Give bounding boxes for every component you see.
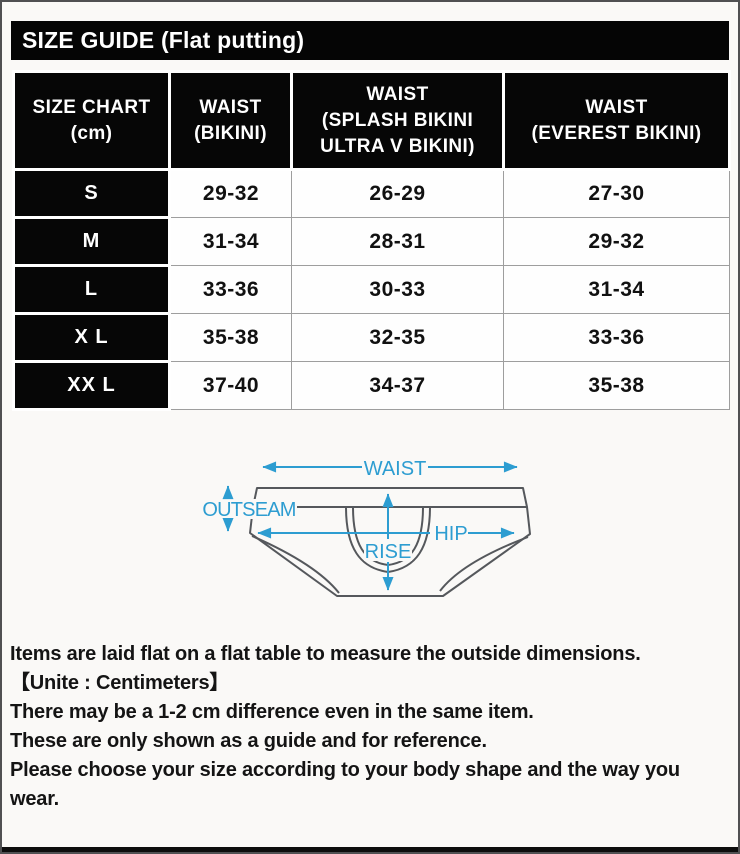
waist-label: WAIST [364,458,427,480]
value-cell: 32-35 [291,313,504,362]
size-cell: M [12,216,171,267]
rise-label: RISE [365,541,412,563]
measurement-diagram: WAIST OUTSEAM HIP RISE [201,458,531,597]
size-cell: XX L [12,360,171,411]
header-line: WAIST [199,96,262,118]
value-cell: 31-34 [169,217,292,266]
col-header-waist-everest: WAIST (EVEREST BIKINI) [502,70,731,171]
page-title: SIZE GUIDE (Flat putting) [11,21,729,60]
value-cell: 35-38 [169,313,292,362]
table-row: S 29-32 26-29 27-30 [12,168,730,219]
header-line: ULTRA V BIKINI) [320,135,475,157]
header-line: WAIST [366,83,429,105]
outseam-label: OUTSEAM [202,499,295,521]
table-header-row: SIZE CHART (cm) WAIST (BIKINI) WAIST (SP… [12,70,731,171]
value-cell: 29-32 [169,169,292,218]
table-row: L 33-36 30-33 31-34 [12,264,730,315]
page-title-label: SIZE GUIDE (Flat putting) [22,27,305,53]
value-cell: 37-40 [169,361,292,410]
value-cell: 33-36 [169,265,292,314]
hip-label-bg [433,523,469,542]
header-line: WAIST [585,96,648,118]
size-cell: S [12,168,171,219]
table-row: M 31-34 28-31 29-32 [12,216,730,267]
note-line: Items are laid flat on a flat table to m… [10,643,641,665]
col-header-waist-splash-ultra-v: WAIST (SPLASH BIKINI ULTRA V BIKINI) [290,70,505,171]
size-chart-table: SIZE CHART (cm) WAIST (BIKINI) WAIST (SP… [12,70,731,411]
col-header-waist-bikini: WAIST (BIKINI) [168,70,293,171]
note-line: 【Unite : Centimeters】 [10,672,230,694]
notes: Items are laid flat on a flat table to m… [10,640,732,814]
value-cell: 27-30 [503,169,730,218]
header-line: (cm) [70,122,113,144]
outseam-label-bg [201,499,297,519]
value-cell: 33-36 [503,313,730,362]
note-line: These are only shown as a guide and for … [10,730,487,752]
value-cell: 30-33 [291,265,504,314]
value-cell: 29-32 [503,217,730,266]
size-cell: X L [12,312,171,363]
size-cell: L [12,264,171,315]
note-line: There may be a 1-2 cm difference even in… [10,701,534,723]
header-line: (EVEREST BIKINI) [531,122,702,144]
header-line: SIZE CHART [32,96,151,118]
table-row: XX L 37-40 34-37 35-38 [12,360,730,411]
left-leg-curve [251,535,340,594]
rise-label-bg [364,542,412,561]
hip-label: HIP [434,523,467,545]
value-cell: 31-34 [503,265,730,314]
table-row: X L 35-38 32-35 33-36 [12,312,730,363]
right-leg-curve [439,536,529,592]
bottom-border-bar [2,847,738,852]
col-header-size-chart: SIZE CHART (cm) [12,70,171,171]
value-cell: 35-38 [503,361,730,410]
note-line: Please choose your size according to you… [10,759,680,810]
header-line: (BIKINI) [194,122,267,144]
value-cell: 26-29 [291,169,504,218]
header-line: (SPLASH BIKINI [321,109,474,131]
value-cell: 34-37 [291,361,504,410]
value-cell: 28-31 [291,217,504,266]
